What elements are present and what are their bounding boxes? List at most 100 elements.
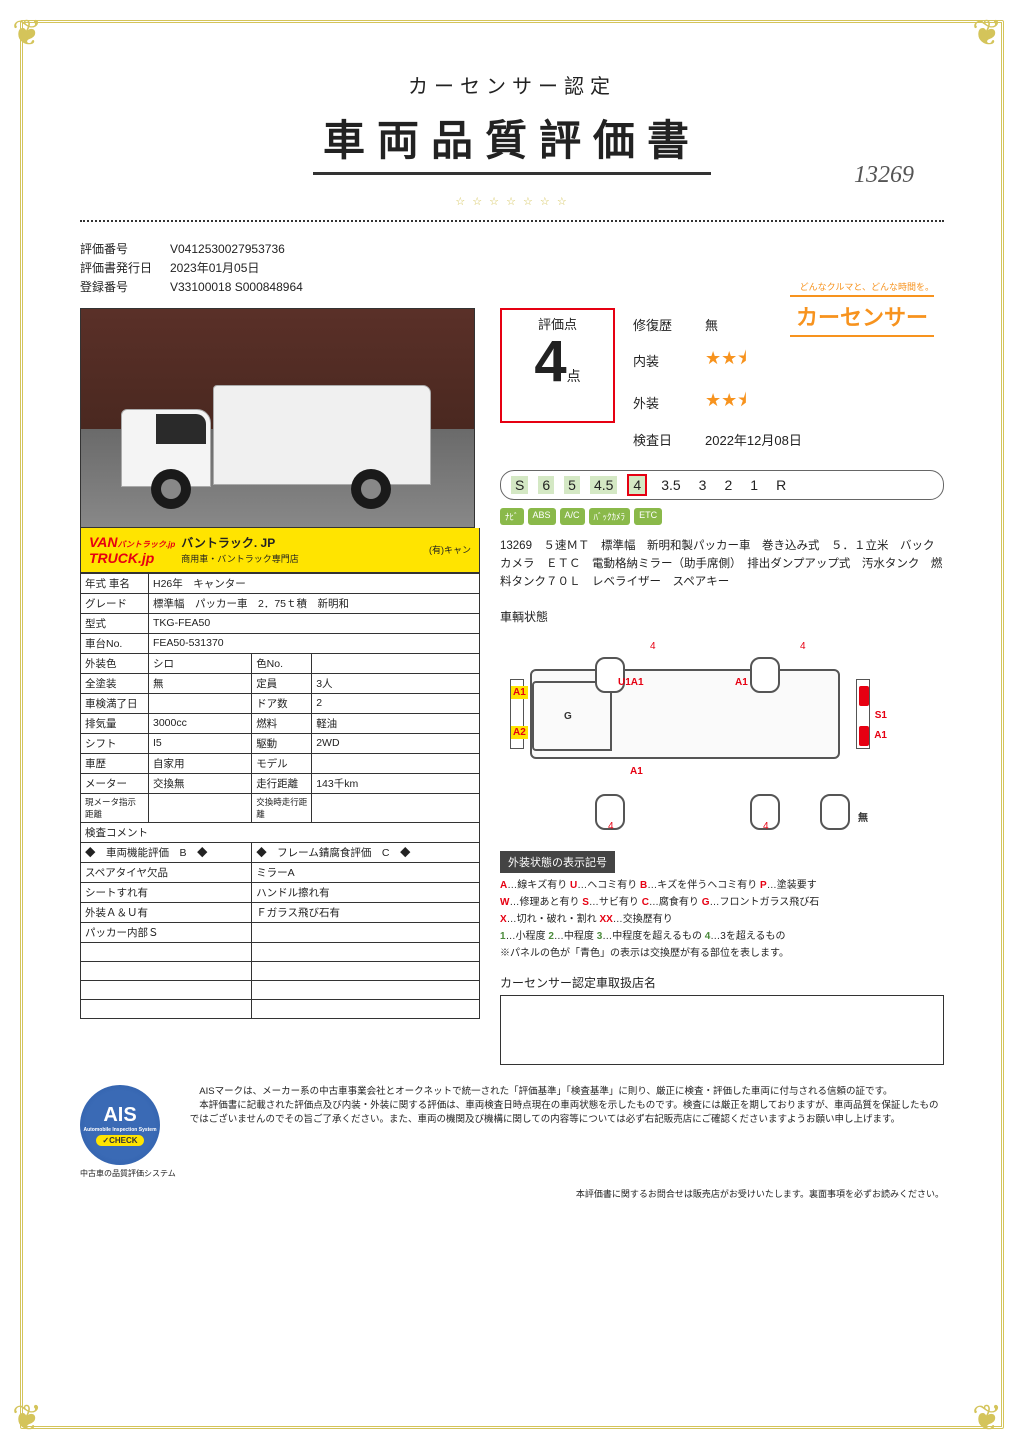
score-value: 4 bbox=[534, 329, 566, 394]
ais-tiny: Automobile Inspection System bbox=[83, 1127, 156, 1133]
brand-name: カーセンサー bbox=[790, 295, 934, 337]
spec-eval-row: 外装Ａ＆Ｕ有Ｆガラス飛び石有 bbox=[81, 902, 480, 922]
vehicle-description: 13269 ５速ＭＴ 標準幅 新明和製パッカー車 巻き込み式 ５．１立米 バック… bbox=[500, 537, 944, 592]
mark-g: G bbox=[564, 711, 572, 722]
spec-eval-row bbox=[81, 980, 480, 999]
legend-header: 外装状態の表示記号 bbox=[500, 851, 615, 873]
ais-sub: 中古車の品質評価システム bbox=[80, 1168, 176, 1179]
grade-scale: S654.543.5321R bbox=[500, 470, 944, 500]
legend-line: W…修理あと有り S…サビ有り C…腐食有り G…フロントガラス飛び石 bbox=[500, 894, 944, 911]
spec-eval-header: ◆ 車両機能評価 B ◆◆ フレーム錆腐食評価 C ◆ bbox=[81, 842, 480, 862]
brand-logo: どんなクルマと、どんな時間を。 カーセンサー bbox=[790, 280, 934, 337]
corner-ornament: ❦ bbox=[972, 1397, 1012, 1437]
diagram-title: 車輌状態 bbox=[500, 608, 944, 625]
spec-row: 車検満了日ドア数2 bbox=[81, 693, 480, 713]
handwritten-number: 13269 bbox=[854, 162, 914, 189]
feature-badge: ABS bbox=[528, 508, 556, 525]
spec-row: グレード標準幅 パッカー車 2．75ｔ積 新明和 bbox=[81, 593, 480, 613]
spec-row: 型式TKG-FEA50 bbox=[81, 613, 480, 633]
feature-badge: ETC bbox=[634, 508, 662, 525]
ais-text: AIS bbox=[103, 1104, 136, 1127]
mark-a1-left: A1 bbox=[511, 686, 528, 699]
grade-item: 6 bbox=[538, 476, 554, 494]
brand-tagline: どんなクルマと、どんな時間を。 bbox=[790, 280, 934, 293]
subtitle: カーセンサー認定 bbox=[80, 70, 944, 99]
dealer-banner: VANバントラック.jpTRUCK.jp バントラック. JP 商用車・バントラ… bbox=[80, 528, 480, 573]
grade-item: 2 bbox=[720, 476, 736, 494]
grade-item: R bbox=[772, 476, 790, 494]
feature-badge: ﾊﾞｯｸｶﾒﾗ bbox=[589, 508, 631, 525]
spec-row: 年式 車名H26年 キャンター bbox=[81, 573, 480, 593]
spec-eval-row bbox=[81, 961, 480, 980]
dealer-section: カーセンサー認定車取扱店名 bbox=[500, 974, 944, 1065]
page-title: 車両品質評価書 bbox=[313, 107, 711, 175]
issue-date-label: 評価書発行日 bbox=[80, 259, 170, 278]
score-detail-row: 検査日2022年12月08日 bbox=[627, 425, 942, 454]
issue-date-value: 2023年01月05日 bbox=[170, 261, 259, 275]
mark-a1-right: A1 bbox=[874, 730, 887, 741]
footer-section: AIS Automobile Inspection System ✓CHECK … bbox=[80, 1085, 944, 1179]
ais-mark-icon: AIS Automobile Inspection System ✓CHECK bbox=[80, 1085, 160, 1165]
reg-no-label: 登録番号 bbox=[80, 278, 170, 297]
dotted-divider bbox=[80, 220, 944, 222]
mark-a1-top: A1 bbox=[735, 677, 748, 688]
legend-line: 1…小程度 2…中程度 3…中程度を超えるもの 4…3を超えるもの bbox=[500, 928, 944, 945]
corner-ornament: ❦ bbox=[12, 1397, 52, 1437]
mark-a2: A2 bbox=[511, 726, 528, 739]
legend-body: A…線キズ有り U…ヘコミ有り B…キズを伴うヘコミ有り P…塗装要すW…修理あ… bbox=[500, 877, 944, 962]
document-page: ❦ ❦ ❦ ❦ カーセンサー認定 車両品質評価書 13269 ☆ ☆ ☆ ☆ ☆… bbox=[0, 0, 1024, 1449]
grade-item: S bbox=[511, 476, 528, 494]
spec-row: メーター交換無走行距離143千km bbox=[81, 773, 480, 793]
reg-no-value: V33100018 S000848964 bbox=[170, 280, 303, 294]
ais-description: AISマークは、メーカー系の中古車事業会社とオークネットで統一された「評価基準」… bbox=[190, 1085, 944, 1128]
spec-row: 全塗装無定員3人 bbox=[81, 673, 480, 693]
feature-badge: ﾅﾋﾞ bbox=[500, 508, 524, 525]
spec-eval-row: シートすれ有ハンドル擦れ有 bbox=[81, 882, 480, 902]
score-detail-row: 内装★★⯨ bbox=[627, 341, 942, 381]
grade-item: 5 bbox=[564, 476, 580, 494]
mark-num: 4 bbox=[800, 641, 806, 652]
mark-a1-bottom: A1 bbox=[630, 766, 643, 777]
grade-item: 4 bbox=[627, 474, 647, 496]
legend-line: A…線キズ有り U…ヘコミ有り B…キズを伴うヘコミ有り P…塗装要す bbox=[500, 877, 944, 894]
mark-num: 4 bbox=[608, 821, 614, 832]
eval-no-label: 評価番号 bbox=[80, 240, 170, 259]
mark-num: 4 bbox=[650, 641, 656, 652]
feature-badge: A/C bbox=[560, 508, 585, 525]
grade-item: 3 bbox=[695, 476, 711, 494]
score-badge: 評価点 4点 bbox=[500, 308, 615, 423]
spec-row: 車台No.FEA50-531370 bbox=[81, 633, 480, 653]
legend-line: ※パネルの色が「青色」の表示は交換歴が有る部位を表します。 bbox=[500, 945, 944, 962]
mark-s1: S1 bbox=[875, 710, 887, 721]
condition-diagram: A1A2 S1A1 G 4 4 U1A1 A1 A1 4 4 bbox=[500, 629, 880, 839]
mark-num: 4 bbox=[763, 821, 769, 832]
banner-tail: (有)キャン bbox=[429, 543, 471, 556]
spec-row: 排気量3000cc燃料軽油 bbox=[81, 713, 480, 733]
vehicle-photo bbox=[80, 308, 475, 528]
grade-item: 4.5 bbox=[590, 476, 617, 494]
grade-item: 1 bbox=[746, 476, 762, 494]
eval-no-value: V0412530027953736 bbox=[170, 242, 285, 256]
spec-eval-row: スペアタイヤ欠品ミラーA bbox=[81, 862, 480, 882]
score-detail-row: 外装★★⯨ bbox=[627, 383, 942, 423]
spec-eval-row bbox=[81, 999, 480, 1018]
mark-u1a1: U1A1 bbox=[618, 677, 644, 688]
spec-row: 車歴自家用モデル bbox=[81, 753, 480, 773]
banner-logo-line1: VANバントラック.jpTRUCK.jp bbox=[89, 534, 175, 566]
spec-row: 現メータ指示距離交換時走行距離 bbox=[81, 793, 480, 822]
dealer-box bbox=[500, 995, 944, 1065]
feature-badges: ﾅﾋﾞABSA/CﾊﾞｯｸｶﾒﾗETC bbox=[500, 508, 944, 525]
spec-eval-row: パッカー内部Ｓ bbox=[81, 922, 480, 942]
spec-comment-row: 検査コメント bbox=[81, 822, 480, 842]
banner-text2: 商用車・バントラック専門店 bbox=[181, 554, 298, 564]
score-suffix: 点 bbox=[567, 368, 581, 384]
spec-row: 外装色シロ色No. bbox=[81, 653, 480, 673]
spec-row: シフトI5駆動2WD bbox=[81, 733, 480, 753]
legend-line: X…切れ・破れ・割れ XX…交換歴有り bbox=[500, 911, 944, 928]
ais-check: ✓CHECK bbox=[96, 1135, 143, 1146]
footnote: 本評価書に関するお問合せは販売店がお受けいたします。裏面事項を必ずお読みください… bbox=[80, 1187, 944, 1200]
banner-text1: バントラック. JP bbox=[181, 536, 275, 550]
spec-table: 年式 車名H26年 キャンターグレード標準幅 パッカー車 2．75ｔ積 新明和型… bbox=[80, 573, 480, 1019]
mark-mu: 無 bbox=[858, 809, 868, 824]
dealer-title: カーセンサー認定車取扱店名 bbox=[500, 974, 944, 991]
